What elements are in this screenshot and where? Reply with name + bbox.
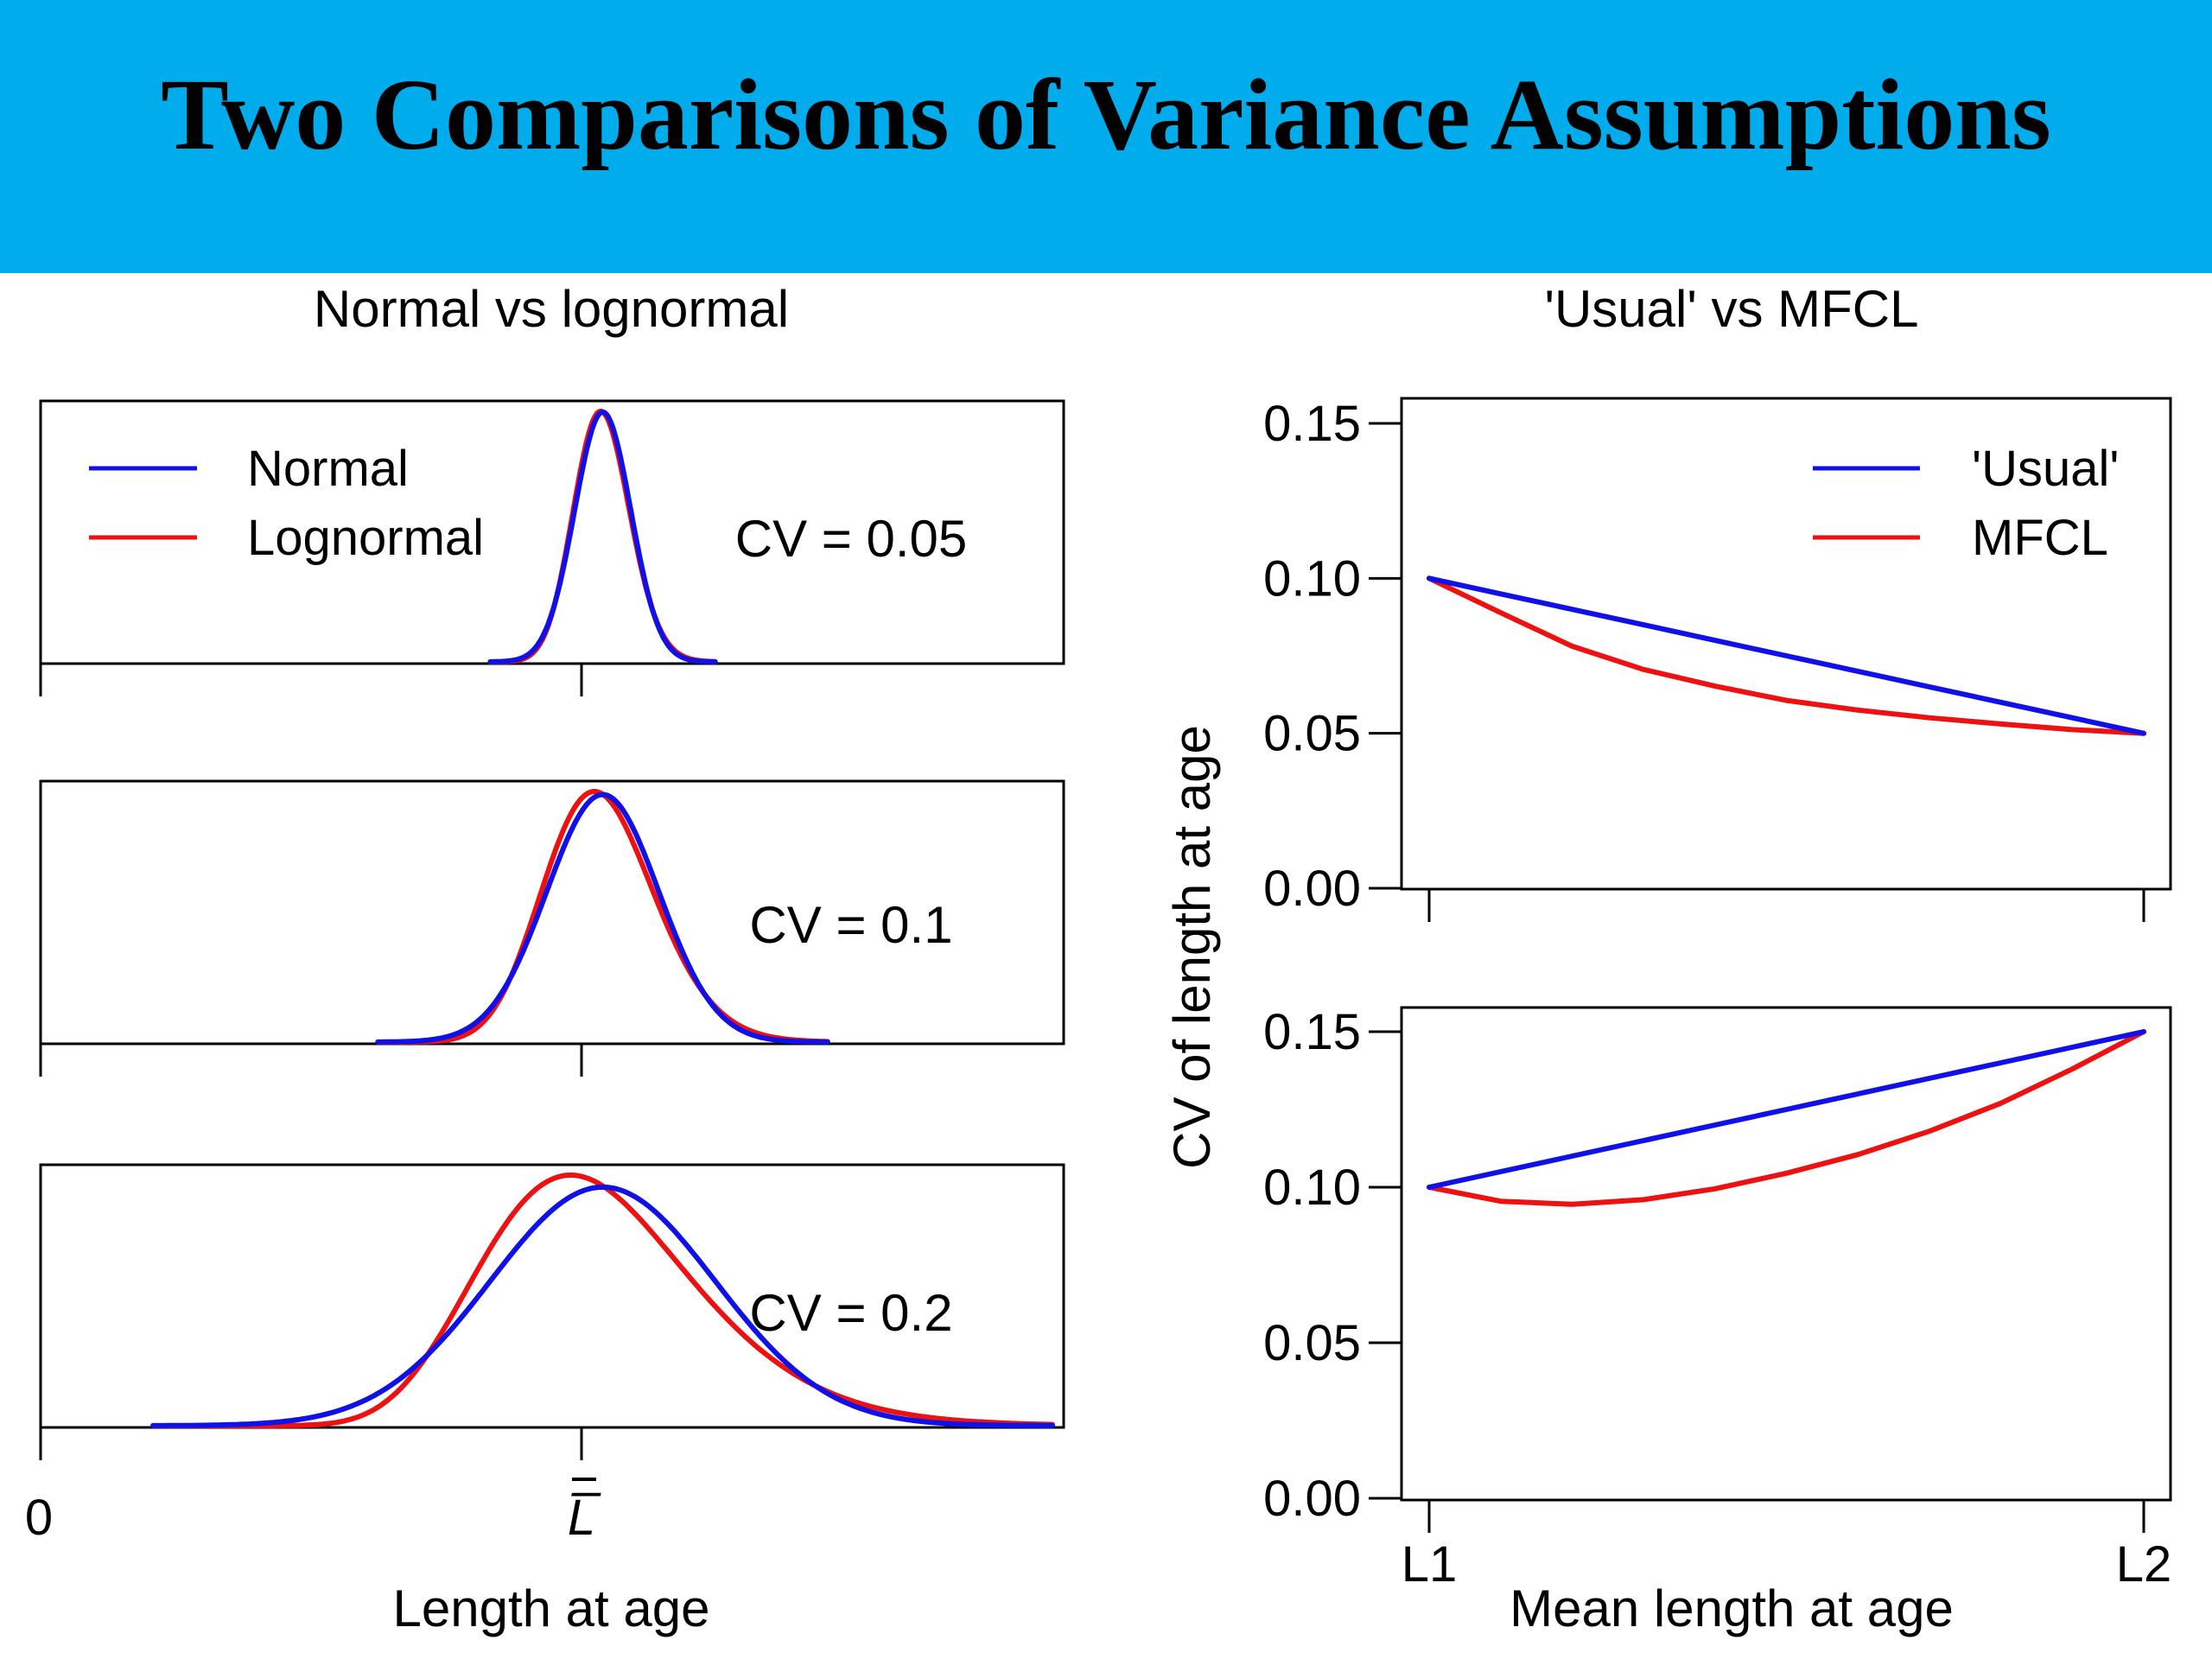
legend-normal-label: Normal xyxy=(247,441,409,497)
lognormal-curve-cv-0.05 xyxy=(487,409,718,664)
mfcl-line-subplot-1 xyxy=(1427,575,2146,736)
left-x-tick-label-0: 0 xyxy=(25,1490,53,1546)
right-subplot-1-frame xyxy=(1400,397,2172,891)
right-x-tick-label-l2: L2 xyxy=(2116,1536,2172,1592)
title-banner: Two Comparisons of Variance Assumptions xyxy=(0,0,2212,273)
right-y-tick-label: 0.15 xyxy=(1263,1004,1361,1060)
right-legend: 'Usual' MFCL xyxy=(1813,441,2119,566)
left-x-tick-label-mean: L̅ xyxy=(568,1490,602,1546)
right-y-axis-label: CV of length at age xyxy=(1163,725,1221,1169)
left-panel-title: Normal vs lognormal xyxy=(314,280,789,338)
normal-curve-cv-0.1 xyxy=(375,791,830,1045)
right-x-axis-label: Mean length at age xyxy=(1510,1580,1954,1637)
usual-line-subplot-2 xyxy=(1427,1029,2146,1190)
legend-lognormal-label: Lognormal xyxy=(247,510,484,566)
right-y-tick-label: 0.00 xyxy=(1263,1471,1361,1527)
normal-curve-cv-0.2 xyxy=(150,1184,1055,1428)
left-curves xyxy=(150,409,1055,1481)
right-y-tick-label: 0.05 xyxy=(1263,1315,1361,1371)
left-subplot-1-frame xyxy=(39,399,1065,665)
cv-annotation-3: CV = 0.2 xyxy=(749,1284,952,1342)
left-x-axis-ticks xyxy=(39,664,583,1460)
left-x-axis-label: Length at age xyxy=(392,1580,709,1637)
mfcl-line-subplot-2 xyxy=(1427,1029,2146,1207)
right-panel-title: 'Usual' vs MFCL xyxy=(1545,280,1919,338)
right-y-tick-label: 0.00 xyxy=(1263,861,1361,917)
normal-curve-cv-0.05 xyxy=(487,409,718,664)
right-y-tick-label: 0.15 xyxy=(1263,396,1361,452)
usual-line-subplot-1 xyxy=(1427,575,2146,736)
right-curves xyxy=(1427,575,2146,1207)
legend-mfcl-label: MFCL xyxy=(1972,510,2108,566)
right-subplot-2-frame xyxy=(1400,1006,2172,1502)
right-x-tick-label-l1: L1 xyxy=(1402,1536,1458,1592)
figure: Normal vs lognormal Normal Lognormal CV … xyxy=(25,280,2172,1637)
page-title: Two Comparisons of Variance Assumptions xyxy=(161,58,2051,171)
right-axes: 0.00 0.05 0.10 0.15 0.00 0.05 0.10 0.15 xyxy=(1263,396,2145,1533)
right-y-tick-label: 0.10 xyxy=(1263,1160,1361,1216)
left-legend: Normal Lognormal xyxy=(89,441,484,566)
cv-annotation-1: CV = 0.05 xyxy=(735,510,968,568)
right-y-tick-label: 0.05 xyxy=(1263,706,1361,762)
cv-annotation-2: CV = 0.1 xyxy=(749,896,952,954)
left-subplot-3-frame xyxy=(39,1163,1065,1429)
left-subplot-2-frame xyxy=(39,779,1065,1046)
right-y-tick-label: 0.10 xyxy=(1263,550,1361,607)
legend-usual-label: 'Usual' xyxy=(1972,441,2119,497)
